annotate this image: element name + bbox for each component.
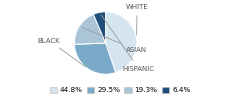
Wedge shape: [93, 12, 106, 43]
Legend: 44.8%, 29.5%, 19.3%, 6.4%: 44.8%, 29.5%, 19.3%, 6.4%: [47, 84, 193, 96]
Wedge shape: [74, 14, 106, 44]
Wedge shape: [74, 43, 116, 74]
Text: HISPANIC: HISPANIC: [101, 15, 155, 72]
Text: ASIAN: ASIAN: [82, 27, 147, 53]
Text: WHITE: WHITE: [126, 4, 149, 35]
Text: BLACK: BLACK: [38, 38, 86, 67]
Wedge shape: [106, 12, 137, 72]
